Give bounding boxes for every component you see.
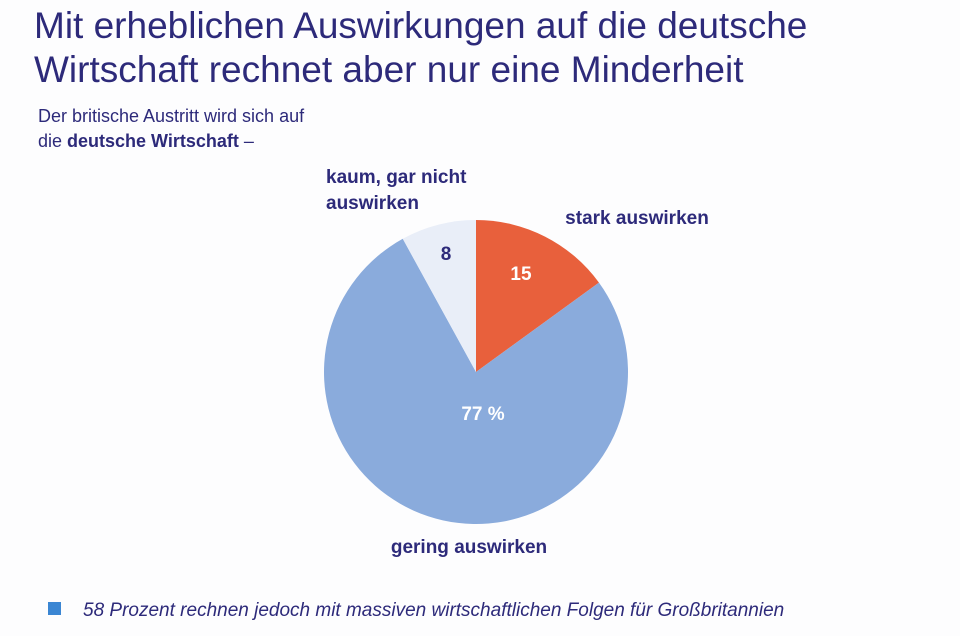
pie-category-label: stark auswirken	[565, 208, 709, 229]
pie-category-label: kaum, gar nicht auswirken	[326, 167, 467, 214]
title-line-2: Wirtschaft rechnet aber nur eine Minderh…	[34, 49, 744, 90]
pie-value-label: 77 %	[461, 404, 504, 425]
chart-title: Mit erheblichen Auswirkungen auf die deu…	[34, 4, 934, 92]
pie-category-label-line: stark auswirken	[565, 208, 709, 229]
subtitle-text-2: die	[38, 131, 68, 151]
square-bullet-icon	[48, 602, 61, 615]
pie-slice-stark-auswirken	[476, 220, 599, 372]
pie-category-label: gering auswirken	[391, 537, 547, 558]
subtitle-text-3: –	[238, 131, 254, 151]
title-line-1: Mit erheblichen Auswirkungen auf die deu…	[34, 5, 808, 46]
subtitle-bold-text: deutsche Wirtschaft	[67, 131, 239, 151]
pie-value-label: 15	[510, 264, 532, 285]
pie-labels: 15 stark auswirken 77 % gering auswirken 8 ka…	[326, 167, 709, 558]
pie-value-label: 8	[441, 244, 452, 265]
footnote-text: 58 Prozent rechnen jedoch mit massiven w…	[83, 600, 785, 621]
pie-slice-gering-auswirken	[323, 238, 628, 525]
pie-category-label-line: auswirken	[326, 193, 419, 214]
footnote: 58 Prozent rechnen jedoch mit massiven w…	[48, 598, 784, 624]
pie-slices	[323, 220, 628, 525]
pie-category-label-line: kaum, gar nicht	[326, 167, 467, 188]
chart-subtitle: Der britische Austritt wird sich auf die…	[38, 104, 438, 154]
subtitle-text-1: Der britische Austritt wird sich auf	[38, 106, 305, 126]
pie-slice-kaum-gar-nicht-auswirken	[402, 220, 476, 372]
pie-category-label-line: gering auswirken	[391, 537, 547, 558]
